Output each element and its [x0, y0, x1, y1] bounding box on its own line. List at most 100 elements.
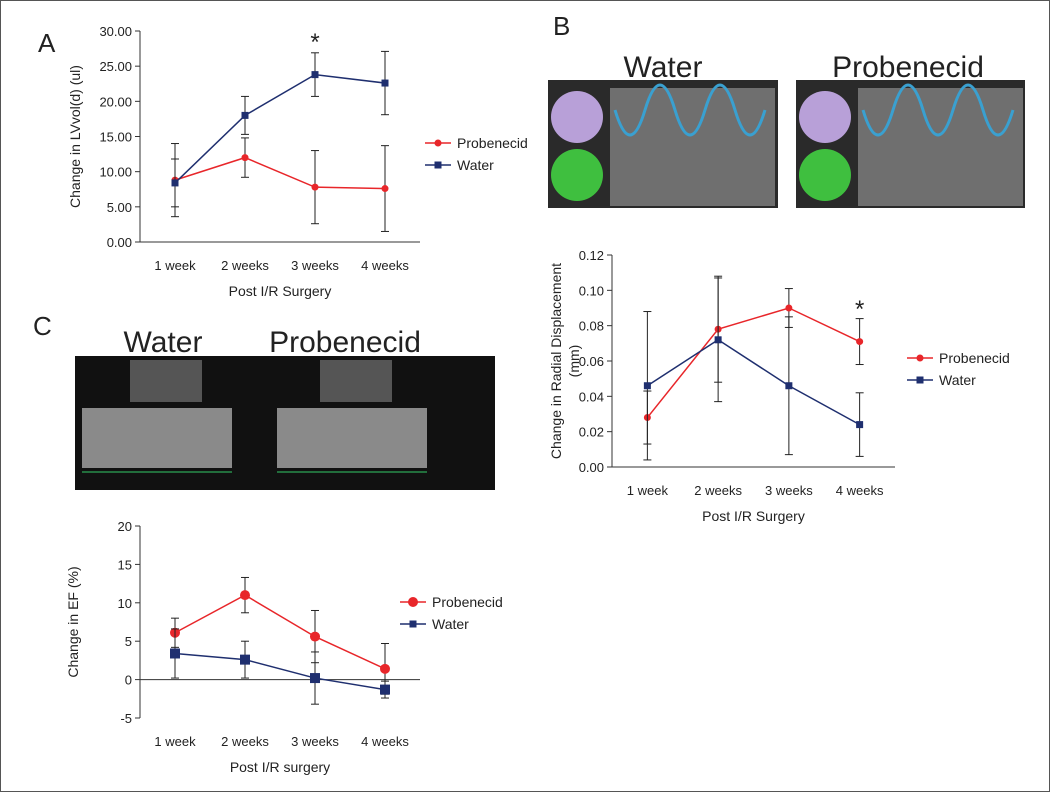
- annotation: *: [310, 29, 319, 56]
- data-point: [171, 179, 179, 187]
- y-tick-label: 0.00: [579, 460, 604, 475]
- data-point: [643, 382, 651, 390]
- x-tick-label: 2 weeks: [694, 483, 742, 498]
- image-inset: [130, 360, 202, 402]
- legend-label: Water: [432, 616, 469, 632]
- y-tick-label: 5.00: [107, 200, 132, 215]
- legend-label: Probenecid: [457, 135, 528, 151]
- y-tick-label: 30.00: [99, 24, 132, 39]
- series-line: [174, 73, 386, 184]
- y-tick-label: 0.12: [579, 248, 604, 263]
- data-point: [240, 654, 250, 665]
- y-axis-label: Change in LVvol(d) (ul): [67, 65, 83, 208]
- image-caption: Probenecid: [832, 51, 984, 84]
- x-axis-label: Post I/R Surgery: [702, 508, 805, 524]
- data-point: [856, 338, 864, 346]
- data-point: [856, 421, 864, 429]
- y-tick-label: 0.02: [579, 425, 604, 440]
- y-tick-label: 0.10: [579, 283, 604, 298]
- series-line: [174, 156, 386, 190]
- series-line: [646, 338, 860, 426]
- y-tick-label: 0.08: [579, 319, 604, 334]
- data-point: [380, 684, 390, 695]
- image-inset: [320, 360, 392, 402]
- image-caption: Water: [124, 326, 203, 359]
- data-point: [170, 648, 180, 659]
- legend-marker: [434, 139, 442, 147]
- x-tick-label: 2 weeks: [221, 734, 269, 749]
- legend-label: Water: [457, 157, 494, 173]
- x-tick-label: 1 week: [627, 483, 669, 498]
- x-tick-label: 3 weeks: [291, 734, 339, 749]
- image-mmode: [82, 408, 232, 468]
- x-tick-label: 4 weeks: [836, 483, 884, 498]
- panel-label: B: [553, 11, 570, 41]
- y-tick-label: 20: [118, 519, 132, 534]
- image-mmode: [277, 408, 427, 468]
- image-strip: [858, 88, 1023, 206]
- image-circle: [799, 149, 851, 201]
- data-point: [380, 663, 390, 674]
- y-axis-label: (mm): [566, 345, 582, 378]
- data-point: [381, 79, 389, 87]
- legend-marker: [916, 376, 924, 384]
- y-tick-label: 5: [125, 634, 132, 649]
- y-tick-label: 0.06: [579, 354, 604, 369]
- y-tick-label: 25.00: [99, 59, 132, 74]
- y-tick-label: 10.00: [99, 165, 132, 180]
- data-point: [714, 336, 722, 344]
- data-point: [785, 304, 793, 312]
- data-point: [310, 673, 320, 684]
- data-point: [241, 111, 249, 119]
- legend-label: Probenecid: [939, 350, 1010, 366]
- legend-marker: [434, 161, 442, 169]
- y-tick-label: 20.00: [99, 94, 132, 109]
- data-point: [310, 631, 320, 642]
- x-tick-label: 2 weeks: [221, 258, 269, 273]
- echo-images-b: [548, 80, 1025, 208]
- image-trace: [861, 83, 1015, 137]
- x-axis-label: Post I/R surgery: [230, 759, 330, 775]
- data-point: [240, 590, 250, 601]
- x-axis-label: Post I/R Surgery: [229, 283, 332, 299]
- image-circle: [551, 91, 603, 143]
- series-line: [174, 594, 386, 670]
- data-point: [381, 185, 389, 193]
- data-point: [311, 183, 319, 191]
- data-point: [241, 154, 249, 162]
- data-point: [311, 71, 319, 79]
- legend-label: Water: [939, 372, 976, 388]
- image-strip: [610, 88, 775, 206]
- image-caption: Probenecid: [269, 326, 421, 359]
- y-tick-label: 15: [118, 557, 132, 572]
- image-circle: [799, 91, 851, 143]
- legend-marker: [409, 620, 417, 628]
- y-axis-label: Change in Radial Displacement: [548, 263, 564, 459]
- image-trace: [613, 83, 767, 137]
- legend-marker: [408, 597, 418, 607]
- series-line: [174, 652, 386, 691]
- image-caption: Water: [624, 51, 703, 84]
- annotation: *: [855, 296, 864, 323]
- data-point: [785, 382, 793, 390]
- series-line: [646, 307, 860, 419]
- x-tick-label: 3 weeks: [291, 258, 339, 273]
- x-tick-label: 1 week: [154, 734, 196, 749]
- y-tick-label: 15.00: [99, 130, 132, 145]
- x-tick-label: 1 week: [154, 258, 196, 273]
- panel-label: A: [38, 28, 56, 58]
- x-tick-label: 4 weeks: [361, 258, 409, 273]
- y-tick-label: 0.00: [107, 235, 132, 250]
- legend-label: Probenecid: [432, 594, 503, 610]
- y-tick-label: 0: [125, 673, 132, 688]
- echo-images-c: [75, 356, 495, 490]
- x-tick-label: 3 weeks: [765, 483, 813, 498]
- legend-marker: [916, 354, 924, 362]
- panel-label: C: [33, 311, 52, 341]
- y-axis-label: Change in EF (%): [65, 566, 81, 677]
- x-tick-label: 4 weeks: [361, 734, 409, 749]
- y-tick-label: 0.04: [579, 389, 604, 404]
- y-tick-label: -5: [120, 711, 132, 726]
